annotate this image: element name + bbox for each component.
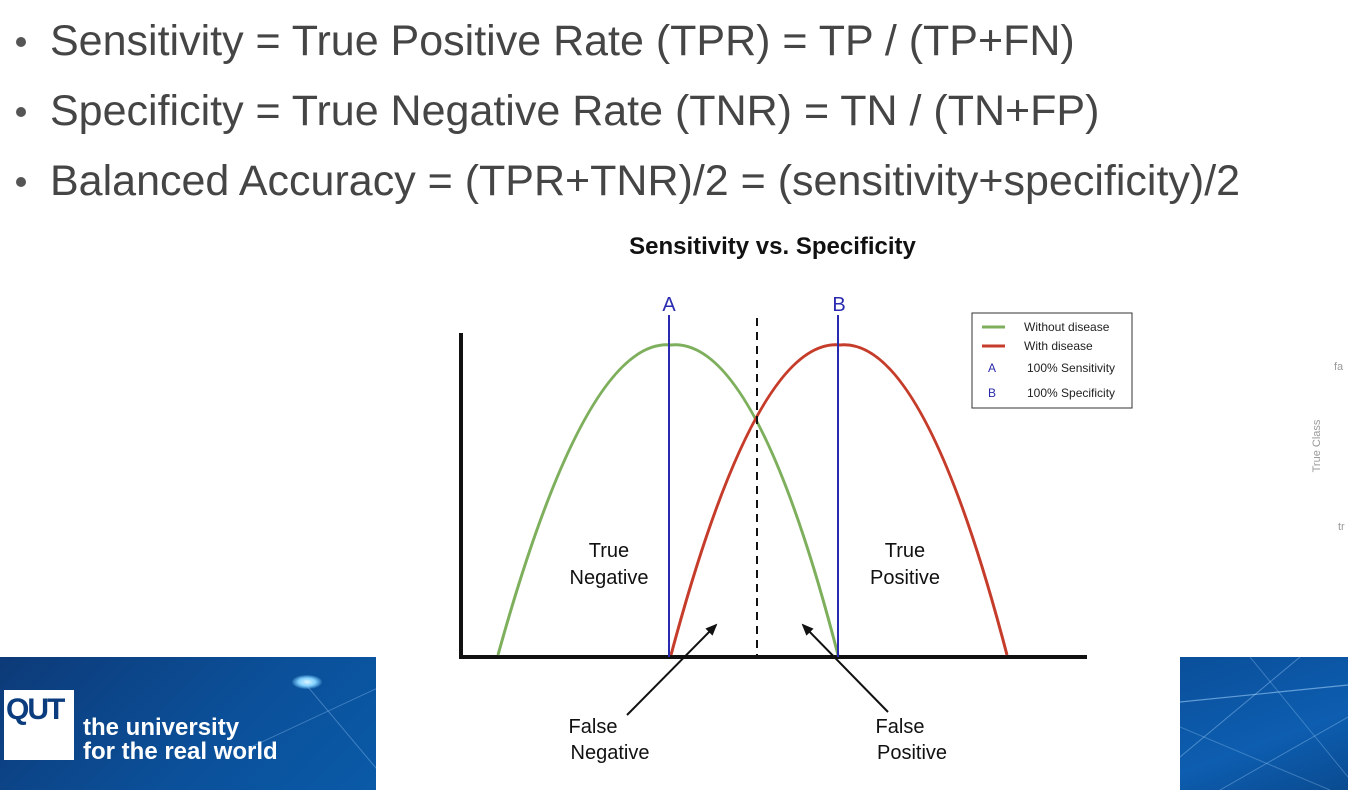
banner-pattern <box>1180 657 1348 790</box>
true-positive-line2: Positive <box>870 567 940 589</box>
bullet-dot <box>16 37 26 47</box>
side-axis-label: True Class <box>1311 419 1323 473</box>
false-negative-arrow <box>626 623 718 716</box>
legend: Without disease With disease A 100% Sens… <box>971 312 1133 409</box>
bullet-sensitivity: Sensitivity = True Positive Rate (TPR) =… <box>16 18 1240 64</box>
curve-without-disease <box>496 343 840 656</box>
legend-label-with-disease: With disease <box>1024 339 1093 353</box>
false-positive-line1: False <box>876 716 925 738</box>
side-fragment-bottom: tr <box>1338 521 1345 533</box>
legend-symbol-a: A <box>988 361 996 375</box>
brand-banner-left: QUT the university for the real world <box>0 657 376 790</box>
bullet-balanced-accuracy: Balanced Accuracy = (TPR+TNR)/2 = (sensi… <box>16 158 1240 204</box>
true-negative-line2: Negative <box>570 567 649 589</box>
false-negative-line1: False <box>569 716 618 738</box>
qut-logo: QUT <box>4 690 74 760</box>
marker-b-label: B <box>832 294 845 316</box>
bullet-dot <box>16 107 26 117</box>
marker-a-label: A <box>662 294 676 316</box>
bullet-list: Sensitivity = True Positive Rate (TPR) =… <box>16 18 1240 228</box>
banner-glow <box>292 675 322 689</box>
bullet-text: Balanced Accuracy = (TPR+TNR)/2 = (sensi… <box>50 157 1241 205</box>
brand-banner-right <box>1180 657 1348 790</box>
true-positive-line1: True <box>885 540 925 562</box>
tagline-line2: for the real world <box>83 738 278 765</box>
false-positive-arrow <box>801 623 889 713</box>
false-positive-line2: Positive <box>877 742 947 764</box>
legend-label-sensitivity: 100% Sensitivity <box>1027 361 1115 375</box>
legend-label-without-disease: Without disease <box>1024 320 1110 334</box>
tagline-line1: the university <box>83 714 240 741</box>
curve-with-disease <box>669 343 1009 656</box>
qut-logo-text: QUT <box>6 693 65 726</box>
bullet-text: Specificity = True Negative Rate (TNR) =… <box>50 87 1100 135</box>
bullet-specificity: Specificity = True Negative Rate (TNR) =… <box>16 88 1240 134</box>
banner-streak <box>299 677 376 770</box>
side-fragment-top: fa <box>1334 361 1344 373</box>
legend-box <box>971 312 1133 409</box>
true-negative-line1: True <box>589 540 629 562</box>
bullet-text: Sensitivity = True Positive Rate (TPR) =… <box>50 17 1075 65</box>
diagram-title: Sensitivity vs. Specificity <box>629 233 916 260</box>
bullet-dot <box>16 177 26 187</box>
legend-symbol-b: B <box>988 386 996 400</box>
brand-tagline: the university for the real world <box>83 716 278 764</box>
legend-label-specificity: 100% Specificity <box>1027 386 1115 400</box>
false-negative-line2: Negative <box>571 742 650 764</box>
